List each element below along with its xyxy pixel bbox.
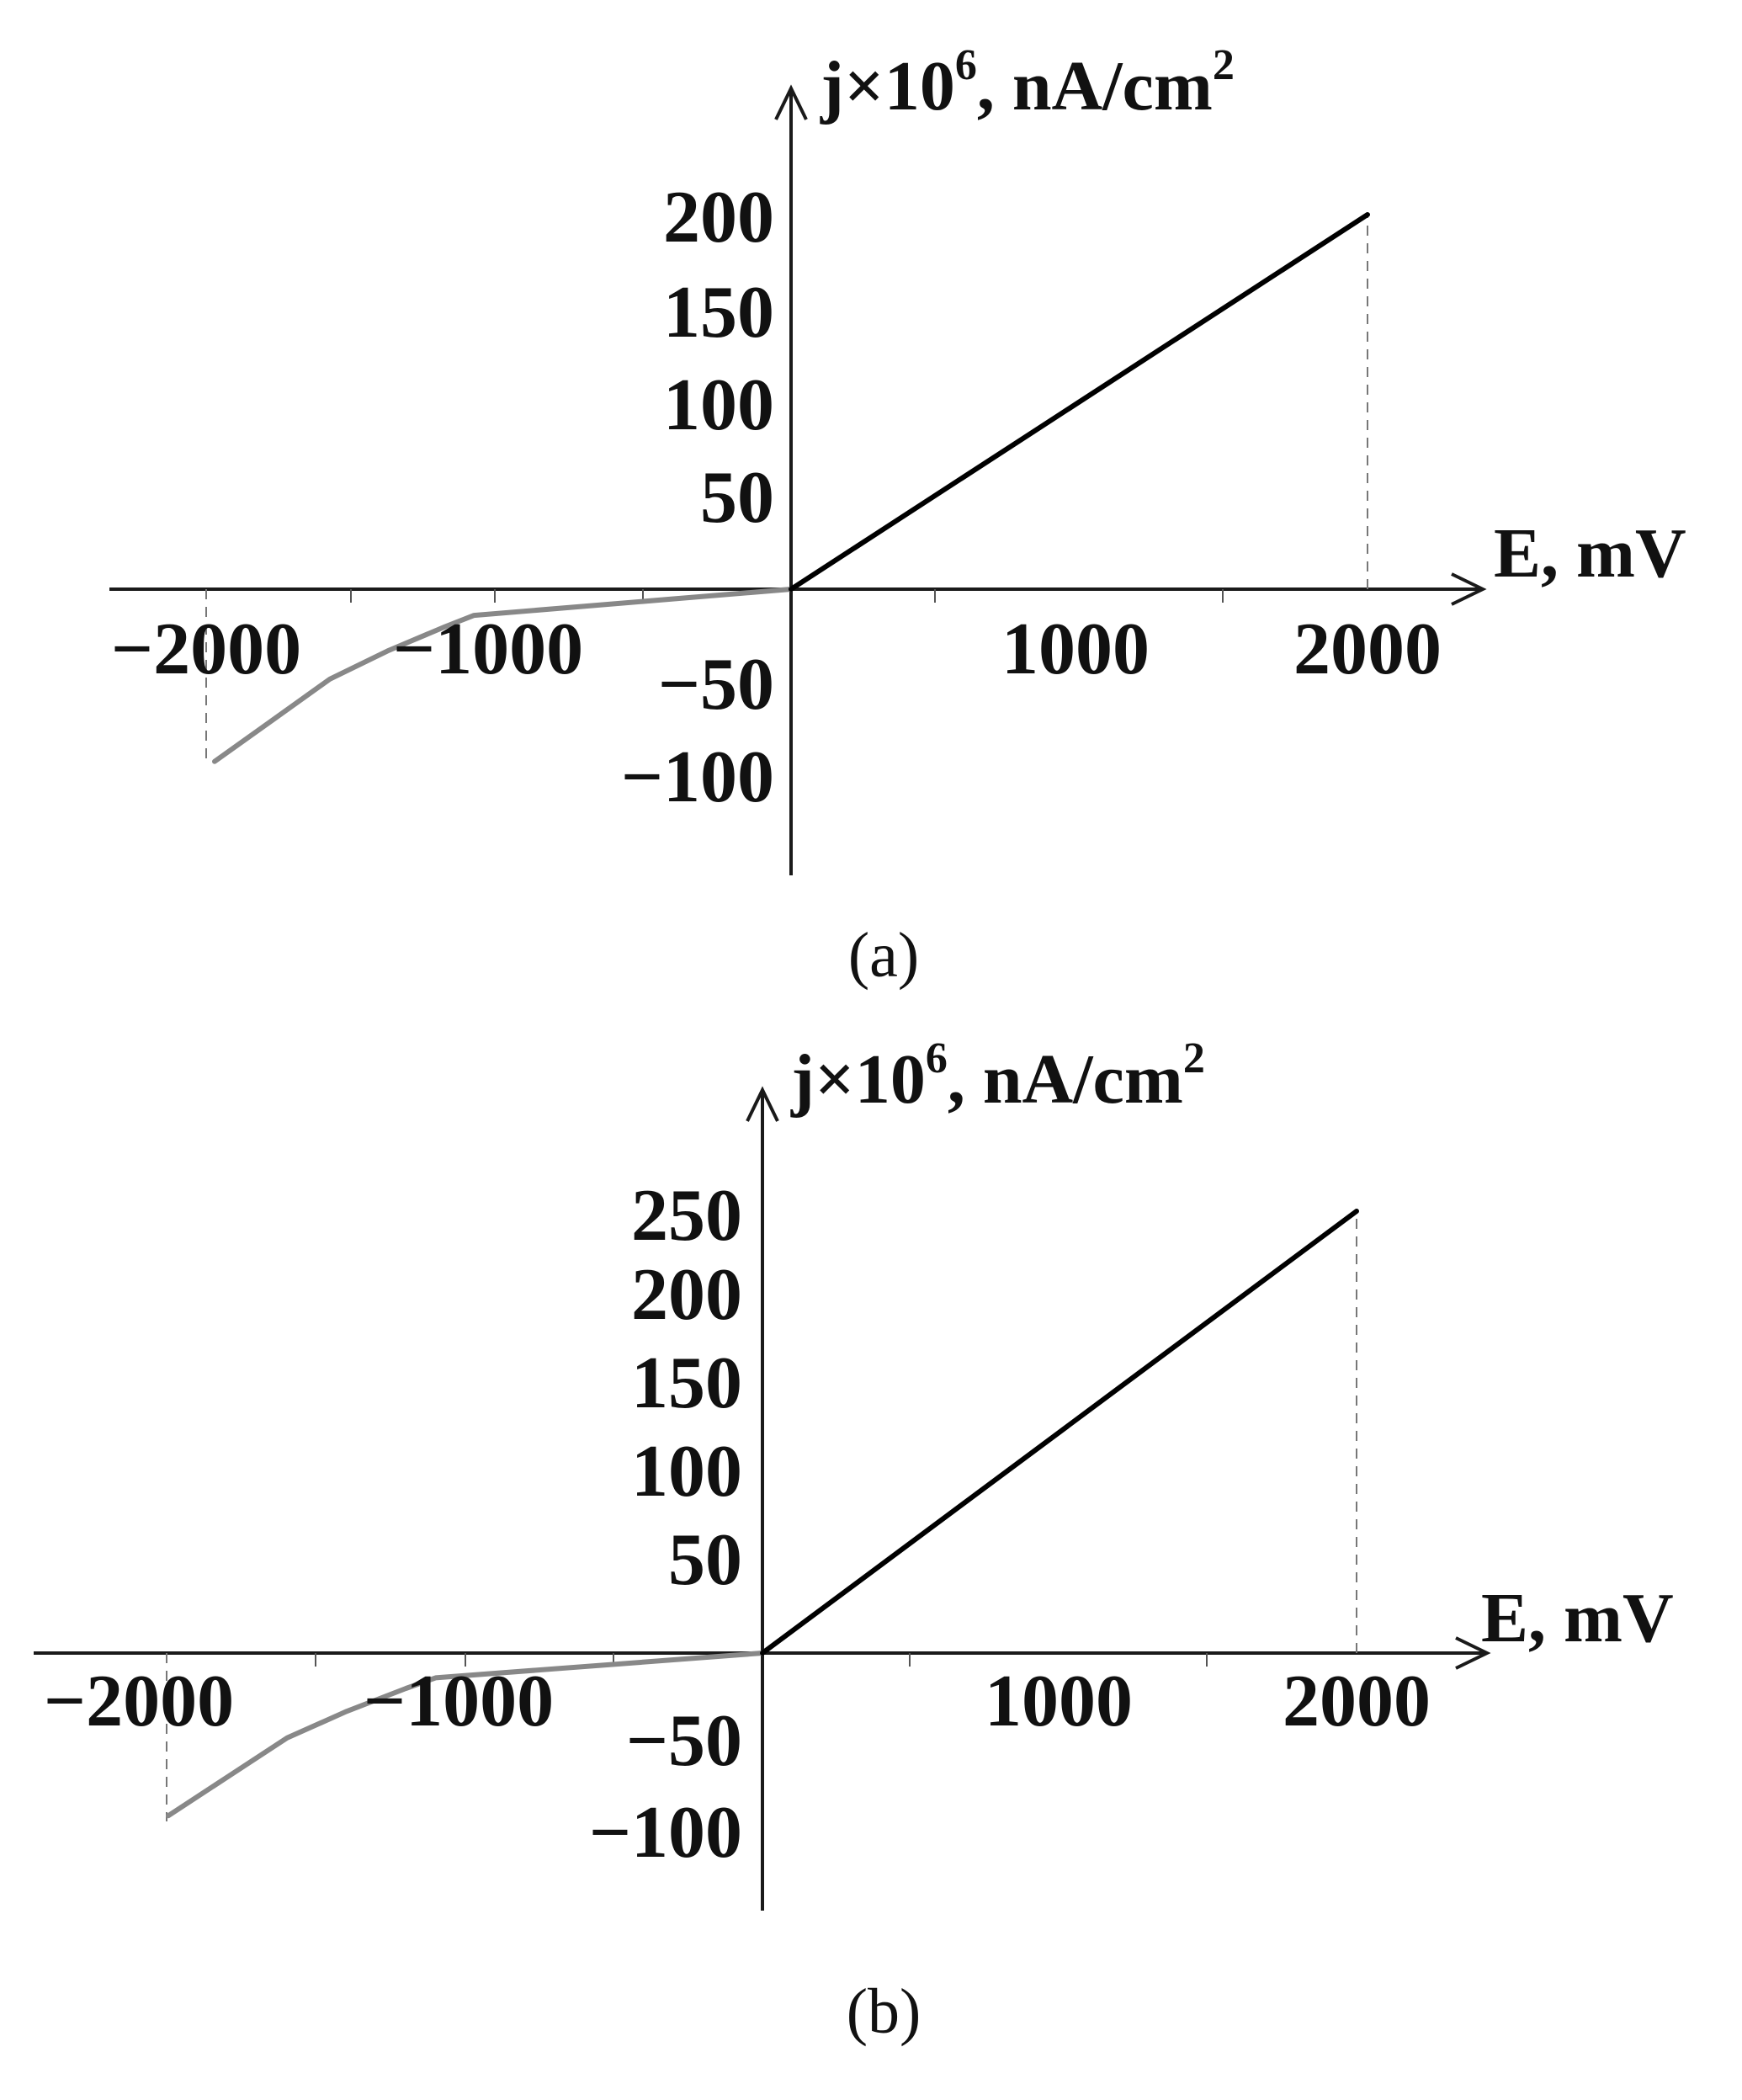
panel-a-y-tick-label: −50: [658, 644, 774, 726]
panel-a: −2000 −1000 1000 2000 50 100 150 200 −50…: [109, 41, 1686, 991]
panel-a-y-tick-label: 200: [663, 177, 774, 258]
panel-b-y-tick-label: −100: [589, 1792, 742, 1874]
panel-a-x-axis-title: E, mV: [1494, 514, 1686, 593]
panel-a-x-tick-label: −1000: [393, 609, 583, 690]
panel-b-y-axis-title: j×106, nA/cm2: [790, 1034, 1205, 1119]
panel-a-y-tick-label: −100: [621, 736, 774, 818]
panel-b-x-tick-label: 2000: [1283, 1661, 1431, 1742]
panel-a-x-arrow: [1451, 572, 1487, 606]
panel-b: −2000 −1000 1000 2000 50 100 150 200 250…: [34, 1034, 1674, 2047]
panel-b-label: (b): [847, 1976, 921, 2047]
panel-b-series-cathodic: [166, 1651, 765, 1819]
panel-b-y-arrow: [746, 1086, 779, 1122]
panel-b-y-title-base: j×10: [790, 1040, 926, 1119]
panel-a-y-title-unit-exp: 2: [1213, 41, 1235, 89]
panel-b-y-tick-label: 100: [631, 1431, 742, 1513]
panel-b-x-axis-title: E, mV: [1481, 1579, 1674, 1657]
panel-b-y-tick-label: 250: [631, 1175, 742, 1257]
panel-a-label: (a): [848, 920, 919, 991]
panel-a-y-tick-label: 50: [700, 457, 774, 539]
panel-b-x-arrow: [1455, 1636, 1491, 1670]
panel-b-y-tick-label: 200: [631, 1254, 742, 1336]
panel-b-y-tick-label: −50: [626, 1700, 742, 1782]
panel-a-series-cathodic: [212, 587, 794, 764]
panel-a-y-title-exp: 6: [955, 41, 977, 89]
panel-b-y-title-unit-exp: 2: [1183, 1034, 1205, 1082]
panel-a-y-tick-label: 150: [663, 272, 774, 354]
panel-a-y-tick-label: 100: [663, 364, 774, 446]
panel-a-y-title-base: j×10: [820, 47, 955, 125]
panel-b-y-tick-label: 150: [631, 1342, 742, 1424]
panel-a-x-tick-label: 2000: [1293, 609, 1442, 690]
panel-a-series-anodic: [789, 212, 1370, 592]
panel-b-x-tick-label: 1000: [985, 1661, 1133, 1742]
panel-a-x-tick-label: 1000: [1001, 609, 1150, 690]
panel-a-y-axis-title: j×106, nA/cm2: [820, 41, 1235, 125]
panel-a-y-title-unit: , nA/cm: [977, 47, 1213, 125]
panel-b-series-anodic: [760, 1209, 1359, 1656]
panel-b-y-tick-label: 50: [668, 1519, 742, 1601]
panel-b-y-title-unit: , nA/cm: [948, 1040, 1183, 1119]
panel-a-ticks: [350, 589, 1224, 603]
panel-a-x-tick-label: −2000: [111, 609, 301, 690]
panel-b-x-tick-label: −1000: [364, 1661, 554, 1742]
panel-a-y-arrow: [774, 84, 808, 120]
panel-b-y-title-exp: 6: [926, 1034, 948, 1082]
panel-b-x-tick-label: −2000: [44, 1661, 234, 1742]
